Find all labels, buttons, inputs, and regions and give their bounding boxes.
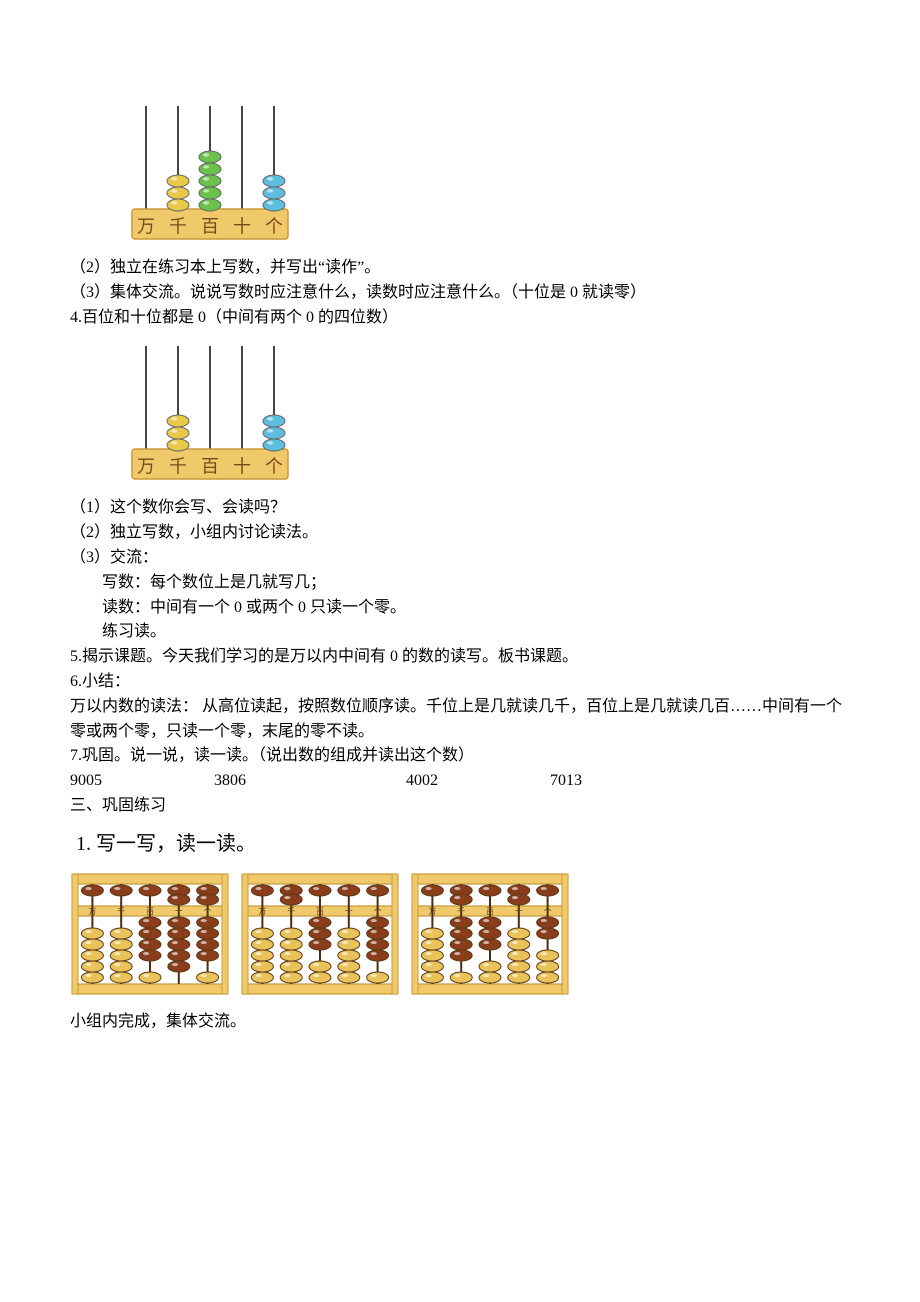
svg-text:十: 十 <box>175 906 183 916</box>
text-summary: 万以内数的读法： 从高位读起，按照数位顺序读。千位上是几就读几千，百位上是几就读… <box>70 695 850 745</box>
svg-text:千: 千 <box>287 906 295 916</box>
svg-text:千: 千 <box>169 217 187 237</box>
svg-text:万: 万 <box>428 907 436 916</box>
num-3: 7013 <box>550 772 582 789</box>
abacus-figure-1: 万千百十个 <box>130 98 850 248</box>
text-section6: 6.小结： <box>70 670 850 695</box>
text-read: 读数：中间有一个 0 或两个 0 只读一个零。 <box>102 596 850 621</box>
svg-text:个: 个 <box>544 907 552 916</box>
text-section7: 7.巩固。说一说，读一读。（说出数的组成并读出这个数） <box>70 744 850 769</box>
svg-text:千: 千 <box>169 457 187 477</box>
text-write: 写数：每个数位上是几就写几； <box>102 571 850 596</box>
exercise-abacus-3: 万千百十个 <box>410 868 570 998</box>
text-step3: （3）集体交流。说说写数时应注意什么，读数时应注意什么。（十位是 0 就读零） <box>70 281 850 306</box>
svg-text:十: 十 <box>345 906 353 916</box>
num-2: 4002 <box>406 772 438 789</box>
text-section5: 5.揭示课题。今天我们学习的是万以内中间有 0 的数的读写。板书课题。 <box>70 645 850 670</box>
text-part3: 三、巩固练习 <box>70 794 850 819</box>
number-row: 9005 3806 4002 7013 <box>70 769 850 794</box>
svg-text:万: 万 <box>137 217 155 237</box>
svg-text:万: 万 <box>258 907 266 916</box>
exercise-abacus-2: 万千百十个 <box>240 868 400 998</box>
svg-text:十: 十 <box>233 217 251 237</box>
text-practice: 练习读。 <box>102 620 850 645</box>
svg-text:十: 十 <box>515 906 523 916</box>
svg-text:百: 百 <box>201 457 219 477</box>
exercise-abacus-1: 万千百十个 <box>70 868 230 998</box>
exercise-row: 万千百十个 万千百十个 万千百十个 <box>70 868 850 998</box>
svg-text:千: 千 <box>457 906 465 916</box>
text-section4: 4.百位和十位都是 0（中间有两个 0 的四位数） <box>70 306 850 331</box>
svg-text:千: 千 <box>117 906 125 916</box>
svg-text:个: 个 <box>374 907 382 916</box>
exercise-title: 1. 写一写，读一读。 <box>76 829 850 860</box>
svg-text:百: 百 <box>316 907 324 916</box>
text-q3: （3）交流： <box>70 546 850 571</box>
text-step2: （2）独立在练习本上写数，并写出“读作”。 <box>70 256 850 281</box>
svg-text:万: 万 <box>88 907 96 916</box>
abacus-svg-1: 万千百十个 <box>130 98 290 248</box>
svg-text:万: 万 <box>137 457 155 477</box>
svg-text:个: 个 <box>265 457 283 477</box>
svg-text:百: 百 <box>201 217 219 237</box>
abacus-svg-2: 万千百十个 <box>130 338 290 488</box>
svg-text:个: 个 <box>265 217 283 237</box>
text-group: 小组内完成，集体交流。 <box>70 1010 850 1035</box>
text-q1: （1）这个数你会写、会读吗？ <box>70 496 850 521</box>
num-1: 3806 <box>214 772 246 789</box>
svg-text:个: 个 <box>204 907 212 916</box>
text-q2: （2）独立写数，小组内讨论读法。 <box>70 521 850 546</box>
abacus-figure-2: 万千百十个 <box>130 338 850 488</box>
svg-text:百: 百 <box>486 907 494 916</box>
svg-text:百: 百 <box>146 907 154 916</box>
num-0: 9005 <box>70 772 102 789</box>
svg-text:十: 十 <box>233 457 251 477</box>
